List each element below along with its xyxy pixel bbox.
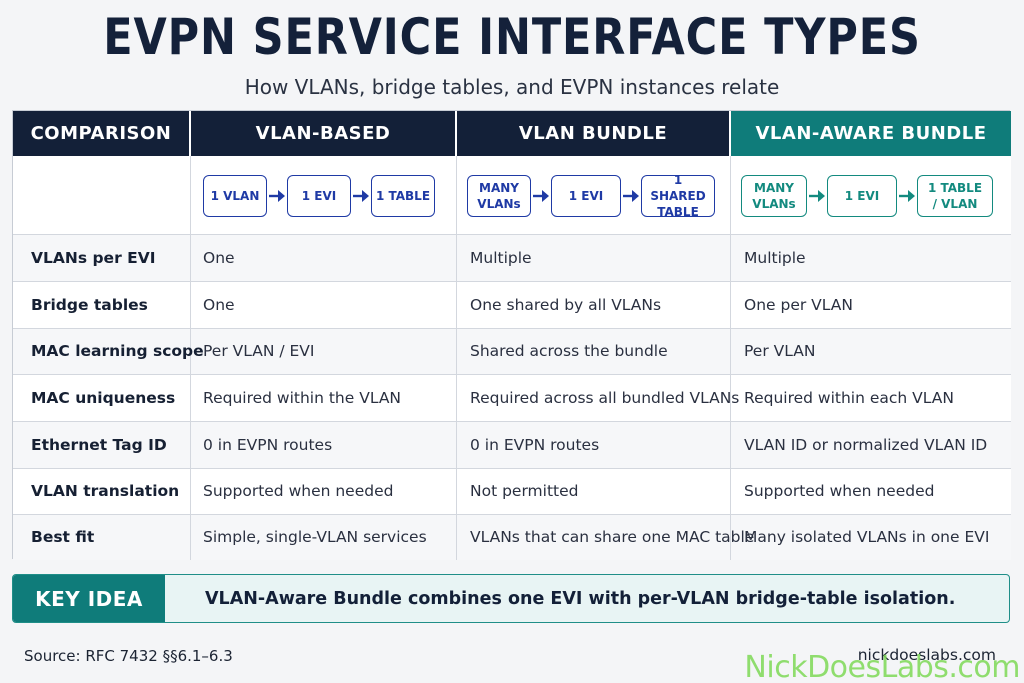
column-divider	[456, 156, 457, 560]
cell-vlan-aware: One per VLAN	[744, 295, 853, 314]
column-divider	[190, 156, 191, 560]
key-idea-banner: KEY IDEA VLAN-Aware Bundle combines one …	[12, 574, 1010, 623]
cell-vlan-based: Required within the VLAN	[203, 388, 402, 407]
key-idea-text: VLAN-Aware Bundle combines one EVI with …	[205, 588, 956, 609]
arrow-right-icon	[807, 186, 827, 206]
cell-vlan-aware: Required within each VLAN	[744, 388, 954, 407]
key-idea-label: KEY IDEA	[13, 575, 165, 622]
flow-box-vlans: MANY VLANs	[467, 175, 531, 217]
cell-vlan-based: One	[203, 295, 235, 314]
column-divider	[730, 156, 731, 560]
row-divider	[13, 234, 1011, 235]
cell-vlan-bundle: Shared across the bundle	[470, 342, 668, 360]
cell-vlan-aware: Supported when needed	[744, 482, 935, 500]
flow-box-table: 1 TABLE	[371, 175, 435, 217]
row-bg	[13, 374, 1011, 421]
row-bg	[13, 514, 1011, 560]
row-label: VLANs per EVI	[31, 248, 156, 267]
row-label: MAC learning scope	[31, 342, 204, 360]
row-divider	[13, 328, 1011, 329]
row-divider	[13, 421, 1011, 422]
cell-vlan-aware: VLAN ID or normalized VLAN ID	[744, 435, 988, 454]
cell-vlan-aware: Many isolated VLANs in one EVI	[744, 528, 990, 546]
flow-box-vlans: MANY VLANs	[741, 175, 807, 217]
row-label: MAC uniqueness	[31, 388, 176, 407]
arrow-right-icon	[897, 186, 917, 206]
row-bg	[13, 328, 1011, 374]
header-vlan-aware-bundle: VLAN-AWARE BUNDLE	[731, 111, 1011, 156]
cell-vlan-bundle: VLANs that can share one MAC table	[470, 528, 755, 546]
arrow-right-icon	[531, 186, 551, 206]
comparison-table: COMPARISON VLAN-BASED VLAN BUNDLE VLAN-A…	[12, 110, 1011, 560]
cell-vlan-bundle: Required across all bundled VLANs	[470, 388, 740, 407]
row-bg	[13, 468, 1011, 514]
cell-vlan-based: 0 in EVPN routes	[203, 435, 333, 454]
row-label: Best fit	[31, 528, 95, 546]
cell-vlan-aware: Multiple	[744, 248, 806, 267]
row-label: VLAN translation	[31, 482, 180, 500]
cell-vlan-based: Supported when needed	[203, 482, 394, 500]
watermark: NickDoesLabs.com	[744, 650, 1020, 683]
site-link[interactable]: nickdoeslabs.com	[857, 646, 996, 664]
cell-vlan-aware: Per VLAN	[744, 342, 816, 360]
row-divider	[13, 514, 1011, 515]
flow-vlan-based: 1 VLAN 1 EVI 1 TABLE	[203, 173, 435, 219]
flow-box-table-per-vlan: 1 TABLE / VLAN	[917, 175, 993, 217]
cell-vlan-bundle: 0 in EVPN routes	[470, 435, 600, 454]
row-divider	[13, 281, 1011, 282]
cell-vlan-based: Per VLAN / EVI	[203, 342, 315, 360]
flow-vlan-aware: MANY VLANs 1 EVI 1 TABLE / VLAN	[741, 173, 993, 219]
flow-vlan-bundle: MANY VLANs 1 EVI 1 SHARED TABLE	[467, 173, 715, 219]
cell-vlan-bundle: Not permitted	[470, 482, 579, 500]
flow-box-evi: 1 EVI	[287, 175, 351, 217]
arrow-right-icon	[267, 186, 287, 206]
row-bg	[13, 421, 1011, 468]
flow-box-evi: 1 EVI	[827, 175, 897, 217]
cell-vlan-bundle: Multiple	[470, 248, 532, 267]
cell-vlan-based: Simple, single-VLAN services	[203, 528, 427, 546]
source-citation: Source: RFC 7432 §§6.1–6.3	[24, 647, 233, 665]
row-divider	[13, 374, 1011, 375]
header-vlan-bundle: VLAN BUNDLE	[457, 111, 729, 156]
flow-box-vlan: 1 VLAN	[203, 175, 267, 217]
row-label: Ethernet Tag ID	[31, 435, 167, 454]
arrow-right-icon	[621, 186, 641, 206]
row-bg	[13, 281, 1011, 328]
header-vlan-based: VLAN-BASED	[191, 111, 455, 156]
page-title: EVPN SERVICE INTERFACE TYPES	[103, 8, 921, 66]
cell-vlan-based: One	[203, 248, 235, 267]
header-comparison: COMPARISON	[13, 111, 189, 156]
flow-box-shared-table: 1 SHARED TABLE	[641, 173, 715, 219]
arrow-right-icon	[351, 186, 371, 206]
row-label: Bridge tables	[31, 295, 148, 314]
row-divider	[13, 468, 1011, 469]
flow-box-evi: 1 EVI	[551, 175, 621, 217]
page-subtitle: How VLANs, bridge tables, and EVPN insta…	[244, 75, 780, 99]
row-bg	[13, 234, 1011, 281]
cell-vlan-bundle: One shared by all VLANs	[470, 295, 662, 314]
